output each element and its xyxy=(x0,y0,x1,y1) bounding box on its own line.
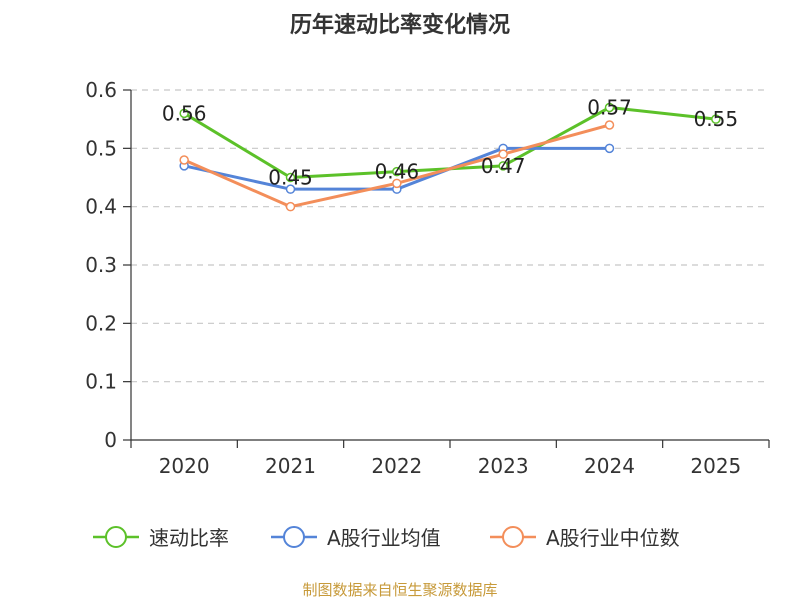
data-label: 0.47 xyxy=(481,154,526,178)
legend-swatch-marker xyxy=(502,526,524,548)
x-tick-label: 2024 xyxy=(584,454,635,478)
y-tick-label: 0.5 xyxy=(85,136,117,160)
series-0-point xyxy=(604,102,615,113)
series-0-point xyxy=(711,114,721,124)
data-label: 0.55 xyxy=(694,107,739,131)
series-0-point xyxy=(392,166,402,177)
y-tick-label: 0 xyxy=(104,428,117,452)
source-note: 制图数据来自恒生聚源数据库 xyxy=(302,581,497,599)
y-tick-label: 0.4 xyxy=(85,195,117,219)
legend-label: 速动比率 xyxy=(149,526,229,550)
series-1-point xyxy=(604,143,615,154)
legend[interactable]: 速动比率 A股行业均值 A股行业中位数 xyxy=(93,526,680,550)
series-0-point xyxy=(285,172,296,183)
legend-swatch-marker xyxy=(105,526,127,548)
series-1-point xyxy=(285,184,296,194)
legend-item-1[interactable]: A股行业均值 xyxy=(271,526,441,550)
x-tick-label: 2020 xyxy=(159,454,210,478)
y-tick-label: 0.6 xyxy=(85,78,117,102)
series-2-point xyxy=(285,201,296,212)
series-0-point xyxy=(498,161,508,171)
grid-lines xyxy=(131,89,769,383)
axes: 0 0.1 0.2 0.3 0.4 0.5 0.6 2020 2021 2022 2023 2024 2… xyxy=(85,78,770,478)
legend-label: A股行业均值 xyxy=(327,526,441,550)
data-label: 0.46 xyxy=(375,160,420,184)
x-tick-label: 2023 xyxy=(478,454,529,478)
data-label: 0.45 xyxy=(268,166,313,190)
series-2-point xyxy=(392,178,402,189)
x-tick-label: 2025 xyxy=(690,454,741,478)
series-2-point xyxy=(179,155,189,165)
series-lines xyxy=(179,102,721,212)
series-0-point xyxy=(179,108,189,119)
chart-title: 历年速动比率变化情况 xyxy=(290,12,510,38)
legend-item-0[interactable]: 速动比率 xyxy=(93,526,229,550)
x-tick-label: 2022 xyxy=(371,454,422,478)
legend-label: A股行业中位数 xyxy=(546,526,680,550)
series-line-0 xyxy=(182,106,718,179)
data-label: 0.57 xyxy=(587,96,632,120)
legend-swatch-marker xyxy=(283,526,305,548)
data-labels: 0.56 0.45 0.46 0.47 0.57 0.55 xyxy=(162,96,738,190)
series-2-point xyxy=(604,120,615,130)
y-tick-label: 0.2 xyxy=(85,311,117,335)
data-label: 0.56 xyxy=(162,101,207,125)
y-tick-label: 0.1 xyxy=(85,370,117,394)
y-tick-label: 0.3 xyxy=(85,253,117,277)
x-tick-label: 2021 xyxy=(265,454,316,478)
legend-item-2[interactable]: A股行业中位数 xyxy=(490,526,680,550)
series-2-point xyxy=(498,149,508,159)
